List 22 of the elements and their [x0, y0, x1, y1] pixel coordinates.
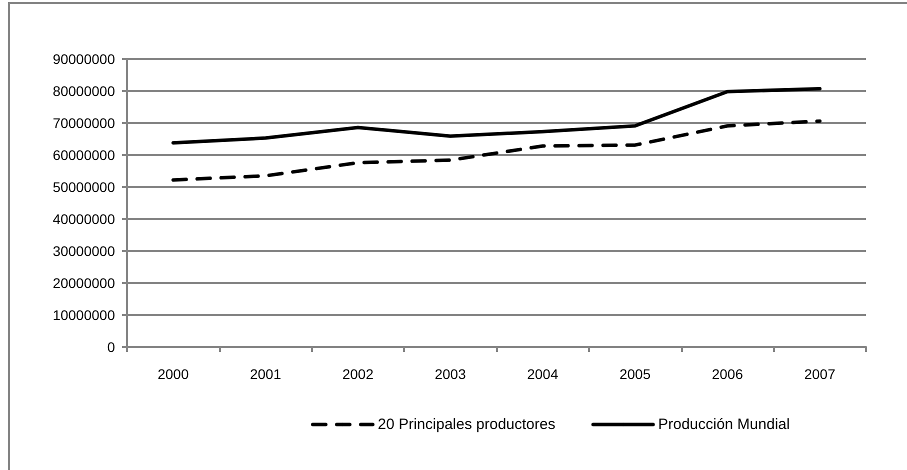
line-series — [171, 87, 822, 145]
y-tick-label: 70000000 — [52, 115, 116, 131]
x-tick-label: 2001 — [250, 366, 282, 382]
y-tick-label: 80000000 — [52, 83, 116, 99]
x-tick-label: 2000 — [158, 366, 189, 382]
x-tick-label: 2003 — [434, 366, 466, 382]
y-tick-label: 60000000 — [52, 147, 116, 163]
y-tick-label: 30000000 — [52, 243, 116, 259]
y-tick-label: 20000000 — [52, 275, 116, 291]
x-tick-label: 2002 — [342, 366, 374, 382]
legend-label: 20 Principales productores — [378, 416, 556, 433]
x-tick-label: 2006 — [712, 366, 744, 382]
legend-label: Producción Mundial — [658, 416, 790, 433]
y-tick-label: 50000000 — [52, 179, 116, 195]
y-tick-label: 0 — [107, 339, 116, 355]
y-tick-label: 10000000 — [52, 307, 116, 323]
x-tick-label: 2004 — [527, 366, 558, 382]
line-series — [171, 119, 822, 182]
x-tick-label: 2007 — [804, 366, 836, 382]
x-tick-label: 2005 — [619, 366, 651, 382]
y-tick-label: 40000000 — [52, 211, 116, 227]
y-tick-label: 90000000 — [52, 51, 116, 67]
